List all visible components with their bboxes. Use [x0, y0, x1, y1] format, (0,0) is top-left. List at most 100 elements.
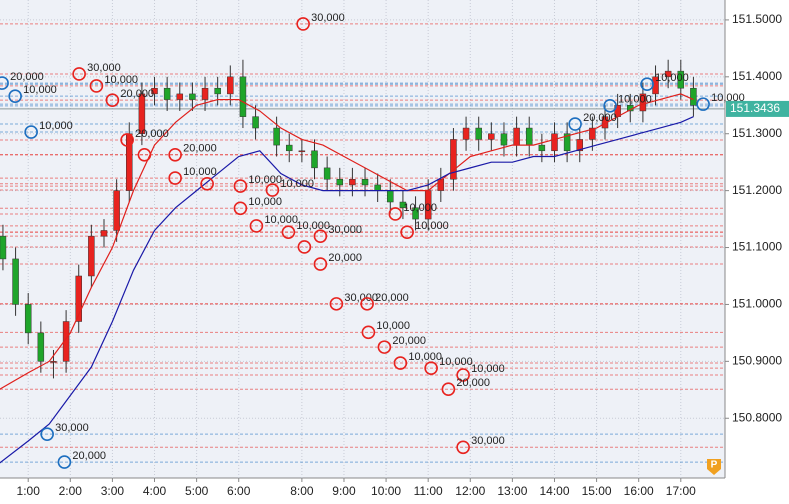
order-marker: [361, 325, 376, 340]
x-tick-label: 15:00: [582, 484, 612, 498]
candle-body: [151, 87, 158, 95]
candle-body: [349, 179, 356, 186]
candle-body: [500, 133, 508, 146]
candle-body: [88, 235, 95, 277]
order-marker: [568, 117, 582, 131]
order-quantity: 10,000: [39, 120, 73, 132]
x-tick-label: 6:00: [227, 484, 251, 498]
y-tick-label: 151.4000: [732, 69, 782, 83]
candle-body: [538, 144, 546, 152]
candle-body: [525, 127, 533, 146]
order-marker: [388, 207, 403, 221]
candle-body: [551, 133, 558, 152]
candle-body: [639, 93, 647, 112]
order-quantity: 20,000: [392, 335, 426, 347]
candle-body: [100, 230, 108, 237]
x-tick-label: 8:00: [290, 484, 314, 498]
p-icon: P: [707, 459, 721, 475]
candle-body: [176, 93, 184, 100]
candle-body: [113, 190, 120, 231]
x-tick-label: 4:00: [143, 484, 167, 498]
candle-body: [361, 179, 369, 186]
order-marker: [265, 183, 280, 197]
candle-body: [12, 258, 19, 305]
order-quantity: 30,000: [328, 224, 362, 236]
order-quantity: 10,000: [23, 84, 57, 96]
order-marker: [297, 240, 312, 254]
candle-body: [488, 133, 495, 140]
x-tick-label: 16:00: [624, 484, 654, 498]
candle-body: [239, 76, 247, 117]
order-marker: [8, 89, 22, 103]
order-marker: [200, 177, 214, 191]
order-quantity: 20,000: [10, 71, 44, 83]
order-quantity: 20,000: [456, 377, 490, 389]
order-quantity: 10,000: [471, 363, 505, 375]
y-tick-label: 151.3000: [732, 126, 782, 140]
order-quantity: 10,000: [439, 356, 473, 368]
order-marker: [137, 147, 152, 162]
candle-body: [214, 87, 221, 95]
order-marker: [233, 201, 248, 216]
candle-body: [412, 207, 419, 220]
y-tick-label: 151.5000: [732, 12, 782, 26]
order-quantity: 30,000: [471, 435, 505, 447]
plot-background: [0, 0, 725, 478]
order-quantity: 10,000: [618, 94, 652, 106]
order-quantity: 10,000: [655, 72, 689, 84]
order-quantity: 20,000: [120, 88, 154, 100]
order-quantity: 30,000: [311, 12, 345, 24]
order-marker: [377, 340, 392, 354]
x-tick-label: 3:00: [101, 484, 125, 498]
order-marker: [441, 382, 456, 397]
order-quantity: 20,000: [183, 143, 217, 155]
candle-body: [576, 139, 583, 152]
candle-body: [311, 150, 318, 169]
candle-body: [664, 70, 672, 78]
order-marker: [640, 77, 654, 92]
candle-body: [252, 116, 259, 129]
order-quantity: 10,000: [183, 166, 217, 178]
order-quantity: 10,000: [415, 220, 449, 232]
order-marker: [57, 455, 72, 469]
order-quantity: 30,000: [55, 422, 89, 434]
order-marker: [313, 229, 328, 243]
order-marker: [168, 171, 182, 185]
candle-body: [450, 139, 457, 180]
order-quantity: 10,000: [248, 196, 282, 208]
y-tick-label: 151.2000: [732, 183, 782, 197]
candle-body: [0, 235, 7, 260]
current-price-box: [726, 100, 789, 117]
order-marker: [233, 179, 248, 193]
y-tick-label: 151.1000: [732, 240, 782, 254]
order-quantity: 20,000: [583, 112, 617, 124]
order-marker: [120, 133, 134, 147]
order-marker: [360, 297, 374, 311]
moving-average: [0, 93, 694, 390]
order-marker: [313, 257, 328, 271]
x-tick-label: 2:00: [59, 484, 83, 498]
order-quantity: 20,000: [375, 292, 409, 304]
candle-body: [462, 127, 470, 140]
candle-body: [37, 332, 45, 362]
candle-body: [475, 127, 482, 140]
order-quantity: 20,000: [135, 128, 169, 140]
x-tick-label: 12:00: [455, 484, 485, 498]
order-quantity: 10,000: [264, 214, 298, 226]
x-tick-label: 14:00: [539, 484, 569, 498]
order-marker: [72, 67, 86, 81]
candle-body: [374, 184, 381, 191]
order-marker: [0, 76, 9, 90]
x-tick-label: 11:00: [414, 484, 443, 498]
candle-body: [163, 87, 171, 100]
y-tick-label: 151.0000: [732, 297, 782, 311]
price-axis-background: [725, 0, 789, 504]
order-quantity: 10,000: [376, 320, 410, 332]
order-quantity: 10,000: [408, 351, 442, 363]
candle-body: [50, 361, 57, 363]
candle-body: [513, 127, 520, 146]
order-marker: [105, 93, 120, 107]
order-marker: [603, 99, 617, 113]
order-marker: [456, 440, 470, 455]
candle-body: [589, 127, 596, 140]
